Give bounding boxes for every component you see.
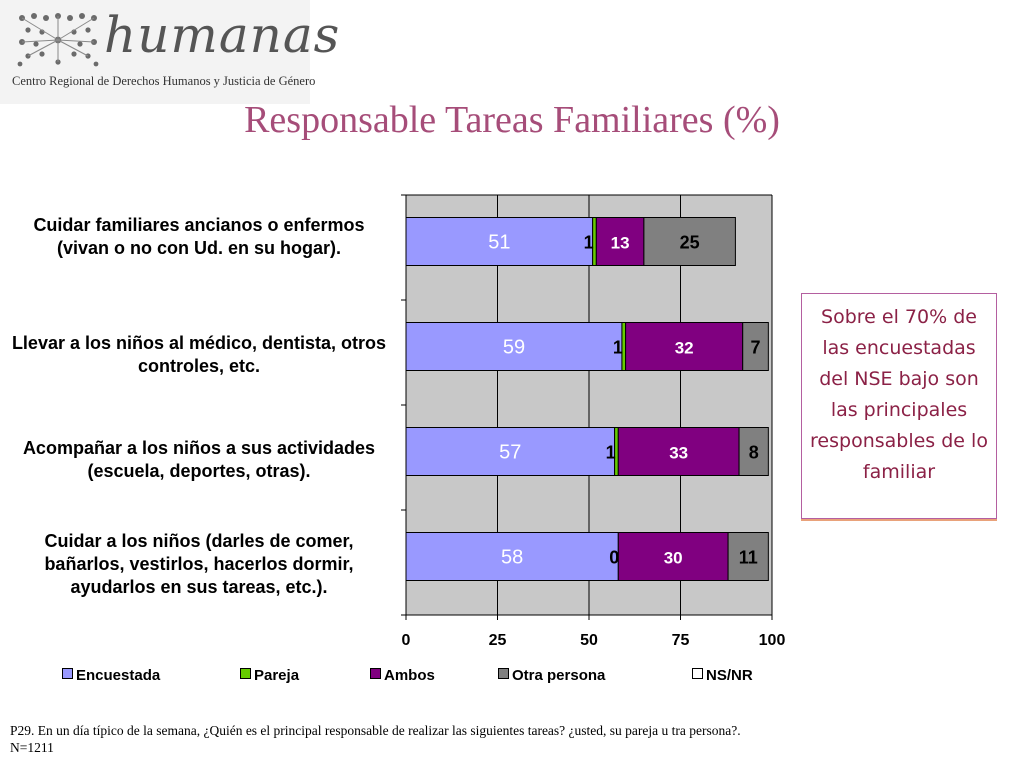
logo-wordmark: humanas	[104, 6, 341, 64]
legend-item: Encuestada	[62, 667, 160, 684]
bar-otra-persona	[742, 322, 769, 371]
legend-swatch	[370, 668, 381, 679]
x-tick-label: 75	[672, 632, 690, 649]
bar-encuestada	[405, 217, 594, 266]
data-label: 13	[611, 234, 630, 253]
category-label-actividades: Acompañar a los niños a sus actividades …	[22, 438, 376, 481]
legend-label: Otra persona	[512, 667, 606, 684]
x-tick-label: 50	[580, 632, 598, 649]
legend-swatch	[62, 668, 73, 679]
category-label-medico: Llevar a los niños al médico, dentista, …	[11, 333, 387, 376]
data-label: 58	[501, 547, 523, 569]
data-label: 1	[584, 233, 594, 253]
data-label: 1	[613, 338, 623, 358]
footnote: P29. En un día típico de la semana, ¿Qui…	[10, 722, 1014, 756]
data-label: 1	[606, 443, 616, 463]
data-label: 30	[664, 549, 683, 568]
legend-item: NS/NR	[692, 667, 753, 684]
logo-subtitle: Centro Regional de Derechos Humanos y Ju…	[12, 74, 316, 88]
data-label: 0	[609, 548, 619, 568]
category-label-ancianos: Cuidar familiares ancianos o enfermos (v…	[33, 215, 365, 258]
bar-otra-persona	[643, 217, 736, 266]
bar-ambos	[617, 427, 740, 476]
data-label: 7	[751, 338, 761, 358]
x-tick-label: 100	[759, 632, 786, 649]
x-tick-label: 25	[489, 632, 507, 649]
bar-ambos	[617, 532, 729, 581]
legend-swatch	[692, 668, 703, 679]
legend-label: Encuestada	[76, 667, 161, 684]
legend-label: NS/NR	[706, 667, 753, 684]
bar-ambos	[595, 217, 645, 266]
x-tick-label: 0	[402, 632, 411, 649]
bar-otra-persona	[738, 427, 769, 476]
data-label: 32	[675, 339, 694, 358]
footnote-question: P29. En un día típico de la semana, ¿Qui…	[10, 723, 741, 738]
legend-swatch	[498, 668, 509, 679]
bar-encuestada	[405, 532, 619, 581]
legend-item: Pareja	[240, 667, 299, 684]
data-label: 8	[749, 443, 759, 463]
data-label: 33	[669, 444, 688, 463]
page-title: Responsable Tareas Familiares (%)	[244, 99, 780, 141]
data-label: 25	[680, 233, 700, 253]
logo: humanas Centro Regional de Derechos Huma…	[0, 0, 339, 104]
humanas-logo-icon	[17, 13, 99, 67]
category-label-cuidar-ninos: Cuidar a los niños (darles de comer, bañ…	[44, 531, 354, 597]
legend-swatch	[240, 668, 251, 679]
legend-item: Ambos	[370, 667, 435, 684]
data-label: 11	[739, 548, 758, 568]
data-label: 59	[503, 337, 525, 359]
callout-note: Sobre el 70% de las encuestadas del NSE …	[801, 293, 997, 519]
data-label: 57	[499, 442, 521, 464]
bar-otra-persona	[727, 532, 769, 581]
legend-label: Pareja	[254, 667, 300, 684]
data-label: 51	[488, 232, 510, 254]
legend-item: Otra persona	[498, 667, 605, 684]
footnote-sample-size: N=1211	[10, 740, 54, 755]
legend-label: Ambos	[384, 667, 435, 684]
